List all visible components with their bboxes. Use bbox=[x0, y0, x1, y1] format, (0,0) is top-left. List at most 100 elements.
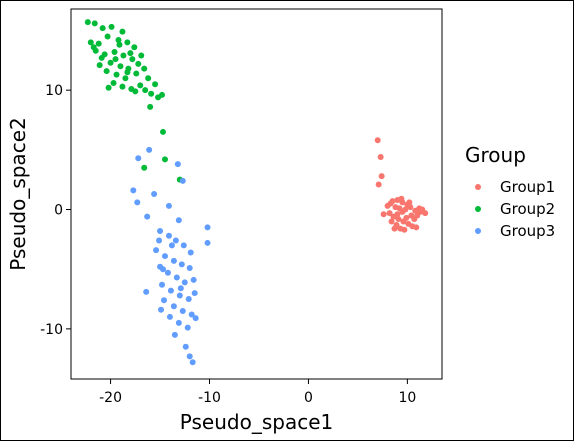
y-tick-label: -10 bbox=[40, 322, 63, 338]
data-point-group2 bbox=[142, 87, 149, 94]
data-point-group3 bbox=[151, 191, 158, 197]
data-point-group1 bbox=[414, 212, 421, 219]
data-point-group3 bbox=[165, 202, 172, 209]
data-point-group1 bbox=[388, 218, 395, 225]
legend-label-group3: Group3 bbox=[500, 222, 555, 240]
x-axis: -20 -10 0 10 bbox=[99, 379, 416, 406]
data-point-group2 bbox=[90, 44, 97, 51]
data-point-group2 bbox=[124, 39, 131, 46]
data-point-group2 bbox=[91, 20, 98, 27]
data-point-group2 bbox=[152, 81, 159, 88]
data-point-group3 bbox=[188, 311, 195, 318]
data-point-group1 bbox=[387, 200, 394, 207]
data-point-group2 bbox=[141, 164, 148, 171]
data-point-group3 bbox=[146, 146, 153, 153]
x-tick-label: -10 bbox=[198, 390, 221, 406]
data-point-group2 bbox=[110, 80, 117, 86]
data-point-group2 bbox=[124, 69, 131, 76]
data-point-group2 bbox=[133, 70, 140, 77]
data-point-group2 bbox=[98, 54, 105, 61]
data-point-group3 bbox=[158, 306, 165, 313]
data-point-group2 bbox=[122, 75, 129, 82]
plot-panel-border bbox=[70, 8, 443, 380]
data-point-group1 bbox=[378, 173, 385, 180]
data-point-group3 bbox=[186, 353, 193, 360]
data-point-group3 bbox=[135, 155, 142, 162]
data-point-group3 bbox=[170, 257, 177, 264]
data-point-group2 bbox=[113, 71, 120, 78]
data-point-group1 bbox=[403, 214, 410, 221]
data-point-group3 bbox=[180, 242, 187, 249]
data-point-group3 bbox=[204, 239, 211, 246]
data-point-group2 bbox=[105, 84, 112, 91]
data-point-group2 bbox=[161, 156, 168, 163]
data-point-group2 bbox=[95, 40, 102, 47]
data-point-group2 bbox=[148, 90, 155, 97]
data-point-group3 bbox=[178, 261, 185, 268]
data-point-group3 bbox=[156, 237, 163, 244]
data-point-group1 bbox=[375, 181, 382, 188]
data-point-group1 bbox=[413, 224, 420, 231]
data-point-group3 bbox=[171, 331, 178, 338]
data-point-group3 bbox=[153, 247, 160, 254]
data-point-group2 bbox=[96, 62, 103, 69]
data-point-group2 bbox=[129, 56, 136, 63]
data-point-group1 bbox=[398, 195, 405, 202]
data-point-group2 bbox=[119, 28, 126, 35]
data-point-group2 bbox=[147, 103, 154, 110]
data-point-group1 bbox=[406, 199, 413, 206]
x-axis-title: Pseudo_space1 bbox=[180, 410, 333, 434]
y-axis-title: Pseudo_space2 bbox=[6, 117, 30, 270]
data-point-group3 bbox=[179, 307, 186, 314]
x-tick-label: 10 bbox=[398, 390, 416, 406]
data-point-group1 bbox=[374, 137, 381, 144]
data-point-group2 bbox=[145, 75, 152, 82]
y-tick-label: 10 bbox=[45, 83, 63, 99]
data-point-group3 bbox=[175, 319, 182, 326]
data-point-group2 bbox=[108, 23, 115, 30]
data-point-group1 bbox=[380, 211, 387, 218]
data-point-group1 bbox=[377, 154, 384, 160]
data-point-group2 bbox=[104, 33, 111, 40]
data-point-group1 bbox=[408, 212, 415, 219]
data-point-group2 bbox=[141, 65, 148, 72]
data-point-group1 bbox=[399, 208, 406, 215]
data-point-group2 bbox=[84, 19, 91, 26]
data-point-group2 bbox=[127, 50, 134, 57]
data-point-group2 bbox=[138, 52, 145, 59]
data-point-group2 bbox=[132, 88, 139, 95]
data-point-group3 bbox=[175, 217, 182, 224]
data-points bbox=[84, 19, 429, 366]
data-point-group3 bbox=[184, 324, 191, 331]
legend-swatch-group2 bbox=[475, 206, 481, 212]
data-point-group2 bbox=[99, 25, 106, 32]
data-point-group3 bbox=[157, 228, 164, 234]
data-point-group3 bbox=[166, 313, 173, 320]
data-point-group3 bbox=[159, 281, 166, 288]
data-point-group3 bbox=[167, 287, 174, 294]
data-point-group2 bbox=[120, 52, 127, 59]
data-point-group1 bbox=[386, 210, 393, 217]
data-point-group1 bbox=[394, 211, 401, 218]
data-point-group3 bbox=[173, 274, 180, 281]
data-point-group3 bbox=[174, 161, 181, 168]
data-point-group3 bbox=[191, 290, 198, 297]
data-point-group2 bbox=[87, 39, 94, 46]
data-point-group1 bbox=[395, 216, 402, 223]
legend-label-group1: Group1 bbox=[500, 178, 555, 196]
data-point-group3 bbox=[185, 296, 192, 303]
data-point-group3 bbox=[168, 242, 175, 249]
data-point-group3 bbox=[177, 285, 184, 292]
legend-swatch-group3 bbox=[475, 228, 481, 234]
data-point-group2 bbox=[111, 48, 118, 55]
data-point-group2 bbox=[131, 44, 138, 51]
legend: Group Group1 Group2 Group3 bbox=[465, 143, 555, 240]
data-point-group3 bbox=[143, 288, 150, 295]
data-point-group3 bbox=[164, 269, 171, 276]
data-point-group3 bbox=[165, 232, 172, 239]
data-point-group3 bbox=[176, 292, 183, 299]
data-point-group3 bbox=[181, 279, 188, 286]
data-point-group1 bbox=[407, 204, 414, 211]
